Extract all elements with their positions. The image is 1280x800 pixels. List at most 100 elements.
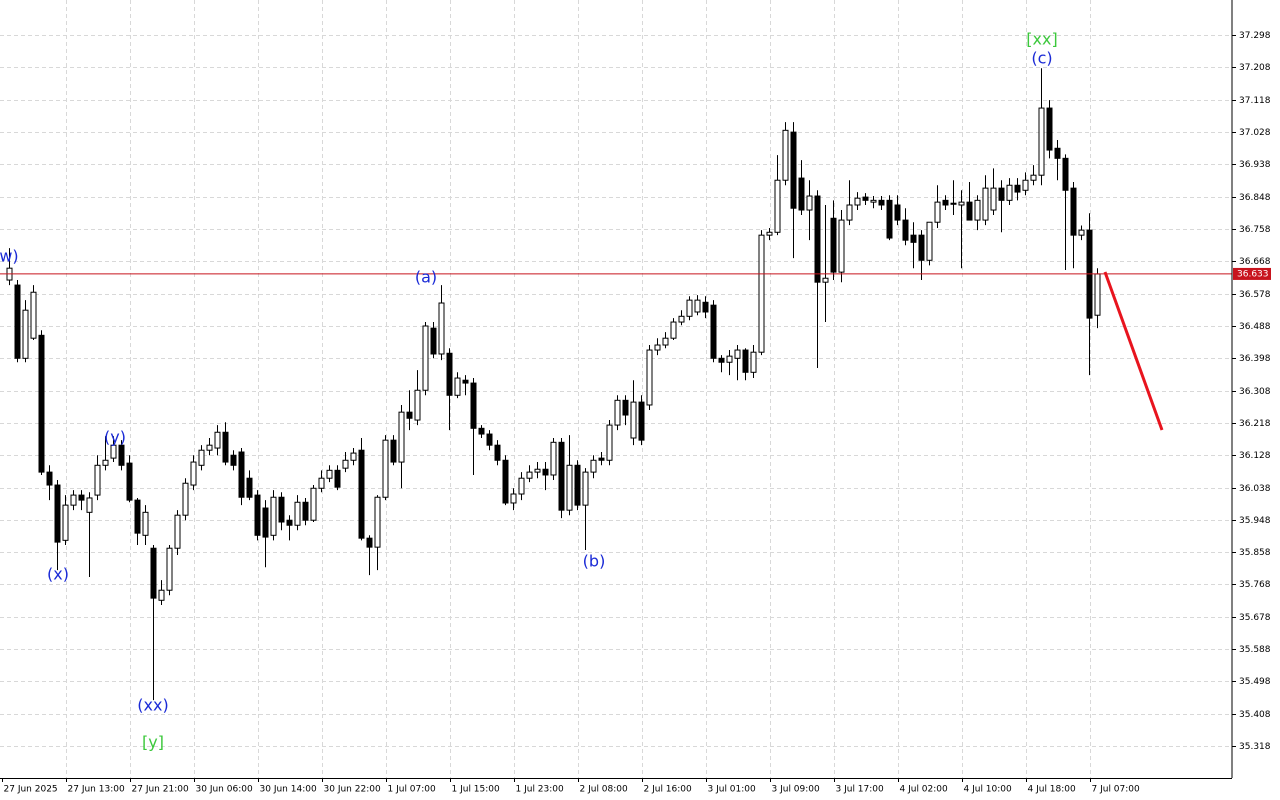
current-price-box <box>1233 267 1271 280</box>
candle-body <box>462 379 469 384</box>
wave-label: (c) <box>1031 49 1052 68</box>
candle-body <box>134 499 141 534</box>
candle-body <box>38 334 45 473</box>
wave-label: (y) <box>104 428 126 447</box>
grid <box>0 0 1232 778</box>
candle-body <box>118 444 125 466</box>
candle-body <box>446 352 453 396</box>
candle-body <box>342 459 349 469</box>
candle-body <box>942 199 949 206</box>
y-tick-label: 37.028 <box>1239 128 1271 138</box>
candle-body <box>606 424 613 461</box>
candle-body <box>966 201 973 221</box>
candle-body <box>254 494 261 536</box>
y-tick-label: 36.398 <box>1239 354 1271 364</box>
candle-body <box>790 131 797 209</box>
candle-body <box>734 349 741 359</box>
y-tick-label: 35.318 <box>1239 742 1271 752</box>
candle-body <box>374 496 381 548</box>
x-tick-label: 1 Jul 23:00 <box>516 785 565 795</box>
candle-body <box>454 377 461 396</box>
candle-body <box>334 469 341 488</box>
x-tick-label: 3 Jul 01:00 <box>708 785 757 795</box>
candle-body <box>102 459 109 466</box>
x-tick-label: 1 Jul 15:00 <box>452 785 501 795</box>
candle-body <box>246 477 253 498</box>
wave-label: w) <box>0 247 19 266</box>
wave-label: (b) <box>583 552 606 571</box>
candle-body <box>1046 107 1053 151</box>
candle-body <box>838 219 845 273</box>
candle-body <box>782 129 789 181</box>
y-tick-label: 37.208 <box>1239 63 1271 73</box>
y-tick-label: 35.858 <box>1239 548 1271 558</box>
candle-body <box>622 399 629 416</box>
y-tick-label: 37.298 <box>1239 31 1271 41</box>
candle-body <box>766 231 773 236</box>
candle-body <box>1094 273 1101 316</box>
candle-body <box>366 537 373 548</box>
candle-body <box>574 464 581 506</box>
candle-body <box>1054 147 1061 159</box>
candle-body <box>230 454 237 466</box>
candle-body <box>830 217 837 273</box>
candle-body <box>846 204 853 221</box>
y-tick-label: 35.408 <box>1239 710 1271 720</box>
candle-body <box>878 199 885 206</box>
candle-body <box>950 202 957 205</box>
y-tick-label: 36.218 <box>1239 419 1271 429</box>
candle-body <box>750 351 757 373</box>
y-tick-label: 36.758 <box>1239 225 1271 235</box>
current-price-label: 36.633 <box>1237 269 1269 279</box>
candle-body <box>30 291 37 339</box>
x-tick-label: 4 Jul 18:00 <box>1028 785 1077 795</box>
candle-body <box>1070 187 1077 236</box>
candle-body <box>318 477 325 489</box>
candle-body <box>1014 184 1021 193</box>
candle-body <box>1022 179 1029 191</box>
y-tick-label: 36.578 <box>1239 290 1271 300</box>
candle-body <box>598 457 605 461</box>
candle-body <box>70 494 77 506</box>
candle-body <box>742 349 749 373</box>
y-tick-label: 35.678 <box>1239 613 1271 623</box>
candle-body <box>918 234 925 261</box>
candle-body <box>526 471 533 479</box>
y-tick-label: 35.768 <box>1239 580 1271 590</box>
candle-body <box>142 511 149 536</box>
candle-body <box>662 337 669 346</box>
candle-body <box>710 304 717 359</box>
candle-body <box>110 444 117 459</box>
candle-body <box>1062 157 1069 191</box>
candle-body <box>974 199 981 221</box>
wave-label: [y] <box>142 733 164 752</box>
candle-body <box>286 519 293 526</box>
y-tick-label: 36.848 <box>1239 193 1271 203</box>
candle-body <box>1038 107 1045 176</box>
candle-body <box>910 234 917 243</box>
candle-body <box>998 187 1005 201</box>
candle-body <box>182 482 189 516</box>
candle-body <box>590 459 597 473</box>
candle-body <box>542 468 549 476</box>
x-tick-label: 2 Jul 08:00 <box>580 785 629 795</box>
x-tick-label: 7 Jul 07:00 <box>1092 785 1141 795</box>
candle-body <box>926 221 933 261</box>
candle-body <box>198 449 205 466</box>
y-tick-label: 36.128 <box>1239 451 1271 461</box>
candle-body <box>566 464 573 511</box>
candle-body <box>62 504 69 541</box>
candle-body <box>510 493 517 504</box>
y-tick-label: 35.498 <box>1239 677 1271 687</box>
candle-body <box>398 411 405 463</box>
candle-body <box>638 401 645 441</box>
candle-body <box>1078 229 1085 236</box>
candle-body <box>54 484 61 543</box>
axes: 35.318 35.408 35.498 35.588 35.678 35.768 35.8… <box>2 31 1271 795</box>
candle-body <box>806 195 813 211</box>
candle-body <box>222 431 229 463</box>
candle-body <box>1006 184 1013 201</box>
candle-body <box>278 496 285 523</box>
candle-body <box>150 547 157 599</box>
